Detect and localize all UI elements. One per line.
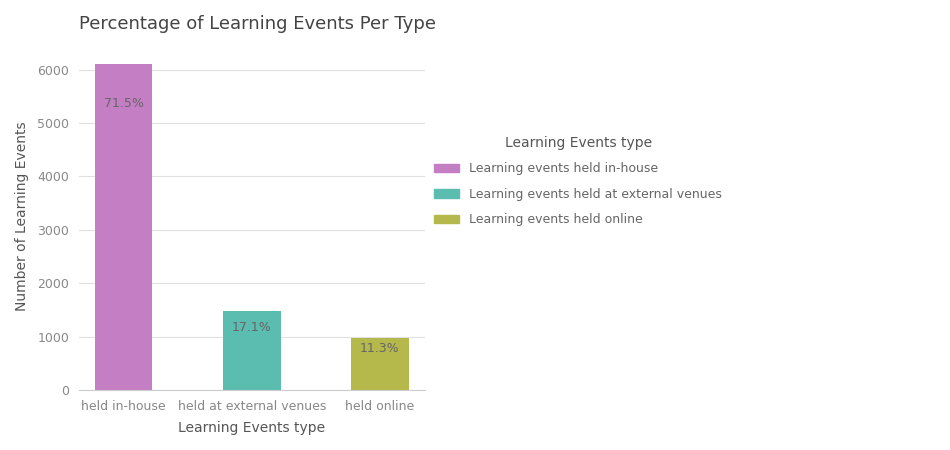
Text: Percentage of Learning Events Per Type: Percentage of Learning Events Per Type: [79, 15, 436, 33]
Text: 71.5%: 71.5%: [104, 97, 143, 110]
Y-axis label: Number of Learning Events: Number of Learning Events: [15, 122, 29, 311]
Text: 17.1%: 17.1%: [232, 321, 272, 333]
Text: 11.3%: 11.3%: [360, 342, 400, 355]
X-axis label: Learning Events type: Learning Events type: [179, 421, 325, 435]
Bar: [223, 311, 280, 390]
Bar: [352, 338, 408, 390]
Bar: [95, 64, 152, 390]
Legend: Learning events held in-house, Learning events held at external venues, Learning: Learning events held in-house, Learning …: [434, 136, 722, 226]
